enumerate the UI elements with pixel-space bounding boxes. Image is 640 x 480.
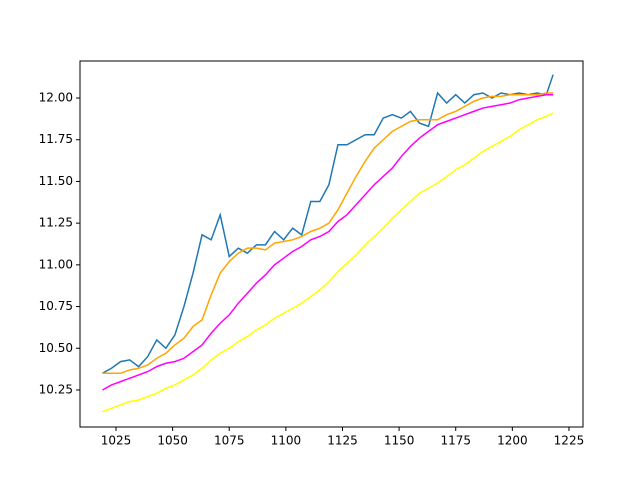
series-line (102, 112, 554, 413)
x-tick-label: 1200 (497, 434, 528, 448)
y-tick-label: 11.50 (39, 174, 73, 188)
y-tick-label: 10.25 (39, 382, 73, 396)
x-tick-label: 1025 (101, 434, 132, 448)
y-tick-label: 11.25 (39, 216, 73, 230)
x-tick-label: 1075 (214, 434, 245, 448)
y-tick-label: 10.75 (39, 299, 73, 313)
plot-frame (79, 60, 584, 428)
y-tick-label: 11.75 (39, 132, 73, 146)
y-tick-label: 11.00 (39, 257, 73, 271)
x-tick-label: 1225 (554, 434, 585, 448)
y-tick-label: 10.50 (39, 341, 73, 355)
x-tick-label: 1050 (157, 434, 188, 448)
series-line (102, 74, 554, 374)
series-line (102, 92, 554, 375)
x-tick-label: 1150 (384, 434, 415, 448)
series-line (102, 93, 554, 391)
x-tick-label: 1100 (271, 434, 302, 448)
x-tick-label: 1175 (440, 434, 471, 448)
x-tick-label: 1125 (327, 434, 358, 448)
y-tick-label: 12.00 (39, 91, 73, 105)
